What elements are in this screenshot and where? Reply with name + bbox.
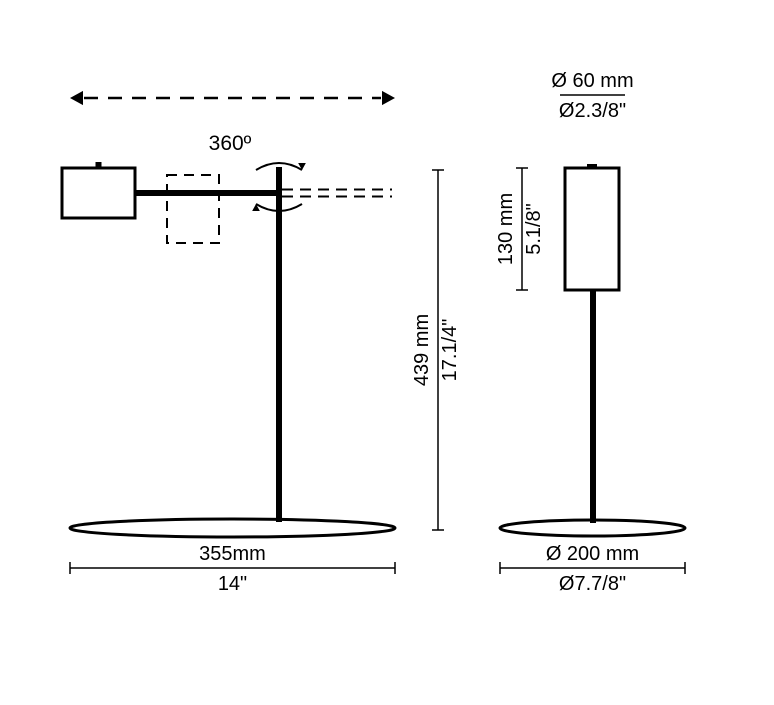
side-shade-top	[587, 164, 597, 168]
front-arm-solid	[135, 190, 276, 196]
rotation-label: 360º	[209, 132, 252, 155]
dim-in: Ø7.7/8"	[559, 573, 626, 595]
arrowhead	[382, 91, 395, 105]
dim-in: Ø2.3/8"	[559, 100, 626, 122]
dim-mm: 130 mm	[495, 193, 517, 265]
dim-mm: Ø 60 mm	[551, 70, 633, 92]
dim-mm: 439 mm	[411, 314, 433, 386]
arrowhead	[70, 91, 83, 105]
front-shade-ghost	[167, 175, 219, 243]
dim-in: 17.1/4"	[439, 319, 461, 382]
side-pole	[590, 290, 596, 523]
dim-in: 14"	[218, 573, 247, 595]
front-pole	[276, 167, 282, 522]
front-base	[70, 519, 395, 537]
dim-mm: 355mm	[199, 543, 266, 565]
front-shade	[62, 168, 135, 218]
side-shade	[565, 168, 619, 290]
dim-mm: Ø 200 mm	[546, 543, 639, 565]
front-shade-connector	[96, 162, 102, 168]
dim-in: 5.1/8"	[523, 203, 545, 255]
